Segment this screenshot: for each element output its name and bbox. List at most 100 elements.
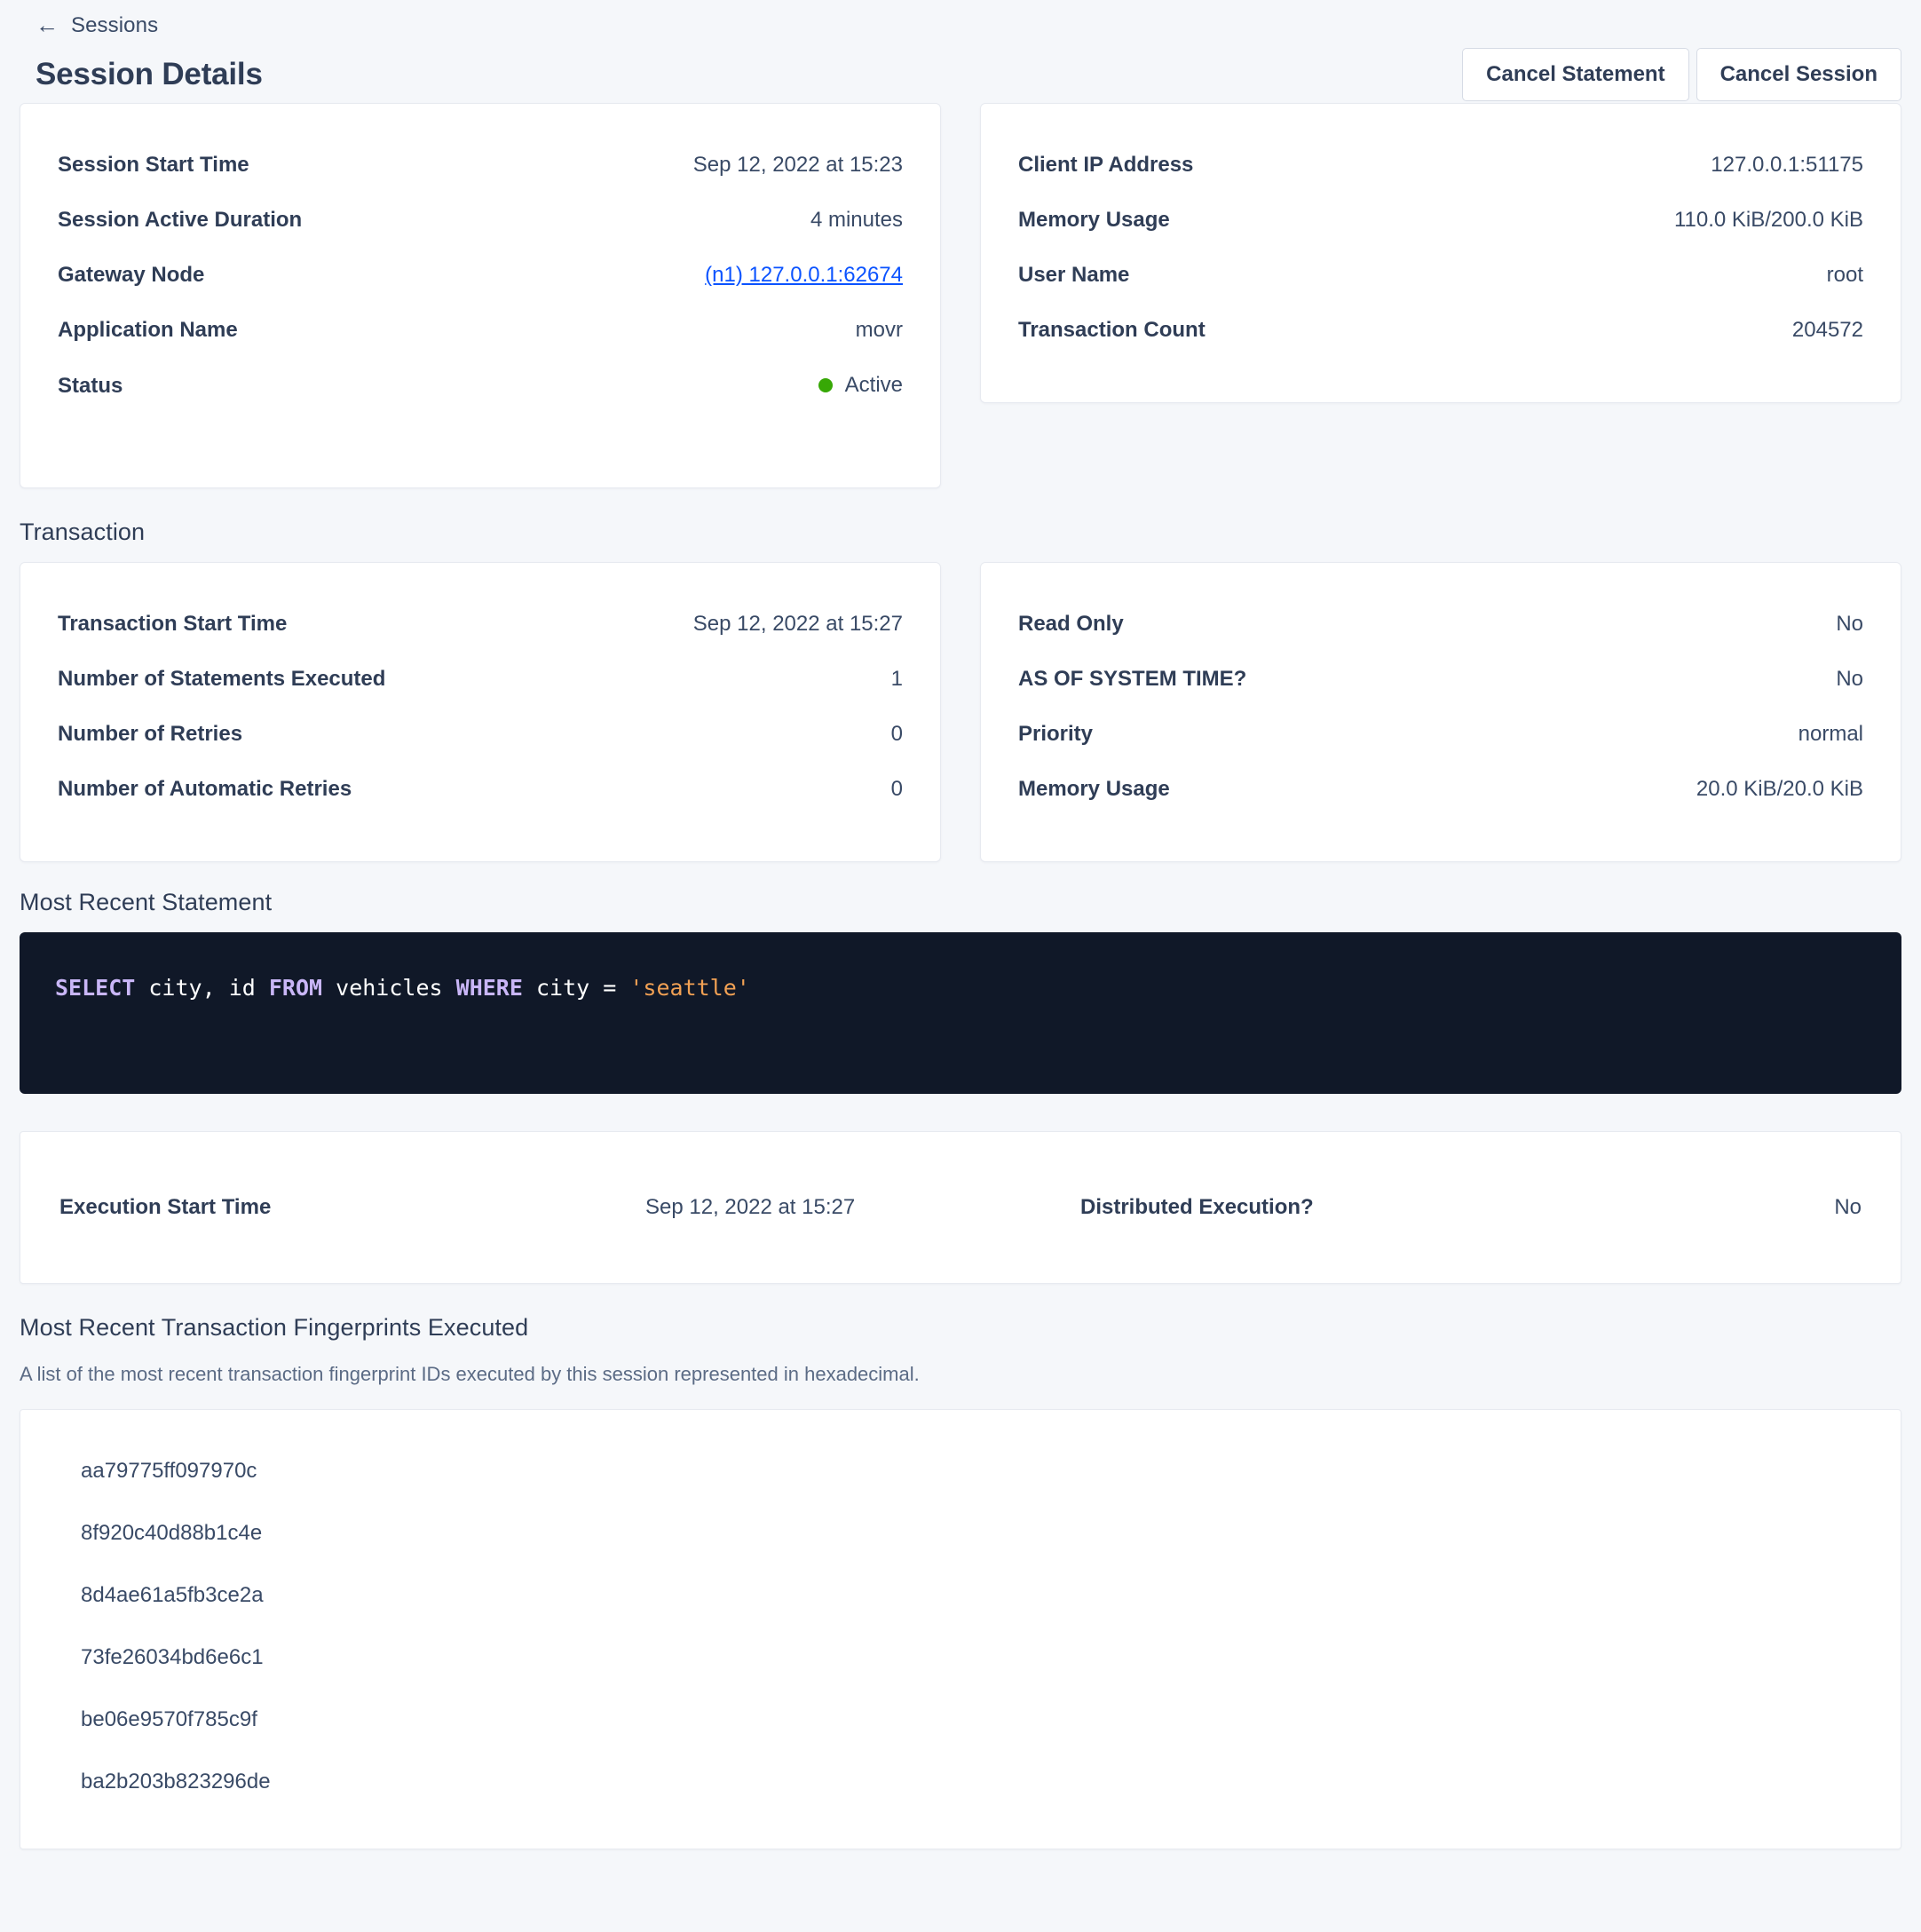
client-ip-address-value: 127.0.0.1:51175 [1711, 153, 1863, 177]
priority-row: Priority normal [1018, 712, 1863, 767]
transaction-row: Transaction Start Time Sep 12, 2022 at 1… [20, 562, 1901, 862]
sql-token-id: vehicles [336, 975, 443, 1001]
as-of-system-time-row: AS OF SYSTEM TIME? No [1018, 657, 1863, 712]
sql-statement-text: SELECT city, id FROM vehicles WHERE city… [55, 975, 750, 1001]
sql-token-id: city, [148, 975, 216, 1001]
user-name-value: root [1826, 263, 1863, 287]
status-value: Active [844, 373, 903, 397]
sql-token-sp [322, 975, 336, 1001]
fingerprint-item[interactable]: 8d4ae61a5fb3ce2a [81, 1583, 264, 1607]
sql-token-sp [616, 975, 629, 1001]
statements-executed-row: Number of Statements Executed 1 [58, 657, 903, 712]
as-of-system-time-label: AS OF SYSTEM TIME? [1018, 667, 1247, 691]
distributed-execution-label-cell: Distributed Execution? [1080, 1195, 1834, 1220]
application-name-label: Application Name [58, 318, 238, 342]
execution-start-time-value: Sep 12, 2022 at 15:27 [645, 1195, 856, 1219]
sql-token-id: city [535, 975, 590, 1001]
statements-executed-value: 1 [890, 667, 903, 691]
read-only-value: No [1836, 612, 1863, 636]
status-badge: Active [818, 373, 903, 398]
breadcrumb-label[interactable]: Sessions [71, 13, 159, 37]
fingerprint-item[interactable]: 8f920c40d88b1c4e [81, 1521, 263, 1545]
breadcrumb[interactable]: ← Sessions [20, 0, 1901, 39]
transaction-start-time-row: Transaction Start Time Sep 12, 2022 at 1… [58, 602, 903, 657]
sql-token-sp [443, 975, 456, 1001]
execution-card: Execution Start Time Sep 12, 2022 at 15:… [20, 1131, 1901, 1284]
transaction-memory-usage-value: 20.0 KiB/20.0 KiB [1696, 777, 1863, 801]
execution-start-time-label: Execution Start Time [59, 1195, 272, 1219]
transaction-memory-usage-row: Memory Usage 20.0 KiB/20.0 KiB [1018, 767, 1863, 822]
cancel-statement-button[interactable]: Cancel Statement [1462, 48, 1689, 101]
client-ip-address-label: Client IP Address [1018, 153, 1194, 177]
transaction-count-value: 204572 [1791, 318, 1863, 342]
execution-start-time-value-cell: Sep 12, 2022 at 15:27 [645, 1195, 1080, 1220]
sql-token-id: id [228, 975, 256, 1001]
transaction-count-row: Transaction Count 204572 [1018, 308, 1863, 363]
session-card-right-col: Client IP Address 127.0.0.1:51175 Memory… [980, 103, 1901, 403]
statement-section-heading: Most Recent Statement [20, 889, 273, 915]
gateway-node-link[interactable]: (n1) 127.0.0.1:62674 [705, 263, 903, 287]
user-name-row: User Name root [1018, 253, 1863, 308]
gateway-node-row: Gateway Node (n1) 127.0.0.1:62674 [58, 253, 903, 308]
automatic-retries-row: Number of Automatic Retries 0 [58, 767, 903, 822]
transaction-count-label: Transaction Count [1018, 318, 1206, 342]
gateway-node-label: Gateway Node [58, 263, 205, 287]
page-header: Session Details Cancel Statement Cancel … [20, 39, 1901, 103]
transaction-card-right-col: Read Only No AS OF SYSTEM TIME? No Prior… [980, 562, 1901, 862]
header-actions: Cancel Statement Cancel Session [1462, 48, 1901, 101]
client-ip-address-row: Client IP Address 127.0.0.1:51175 [1018, 143, 1863, 198]
sql-token-sp [216, 975, 229, 1001]
transaction-start-time-value: Sep 12, 2022 at 15:27 [692, 612, 903, 636]
fingerprints-section-heading: Most Recent Transaction Fingerprints Exe… [20, 1314, 529, 1341]
memory-usage-label: Memory Usage [1018, 208, 1170, 232]
sql-token-sp [589, 975, 603, 1001]
session-overview-row: Session Start Time Sep 12, 2022 at 15:23… [20, 103, 1901, 488]
application-name-value: movr [855, 318, 903, 342]
sql-token-kw: FROM [268, 975, 323, 1001]
arrow-left-icon[interactable]: ← [36, 12, 59, 38]
session-active-duration-value: 4 minutes [810, 208, 903, 232]
transaction-card-left-col: Transaction Start Time Sep 12, 2022 at 1… [20, 562, 941, 862]
execution-start-time-label-cell: Execution Start Time [59, 1195, 645, 1220]
status-dot-icon [818, 378, 833, 392]
session-start-time-row: Session Start Time Sep 12, 2022 at 15:23 [58, 143, 903, 198]
fingerprints-list: aa79775ff097970c 8f920c40d88b1c4e 8d4ae61a… [20, 1409, 1901, 1849]
memory-usage-row: Memory Usage 110.0 KiB/200.0 KiB [1018, 198, 1863, 253]
fingerprint-item[interactable]: aa79775ff097970c [81, 1459, 257, 1483]
session-card-left: Session Start Time Sep 12, 2022 at 15:23… [20, 103, 941, 488]
distributed-execution-label: Distributed Execution? [1080, 1195, 1314, 1219]
transaction-start-time-label: Transaction Start Time [58, 612, 288, 636]
application-name-row: Application Name movr [58, 308, 903, 363]
automatic-retries-value: 0 [890, 777, 903, 801]
fingerprint-item[interactable]: 73fe26034bd6e6c1 [81, 1645, 264, 1669]
distributed-execution-value-cell: No [1834, 1195, 1862, 1220]
status-row: Status Active [58, 363, 903, 418]
transaction-memory-usage-label: Memory Usage [1018, 777, 1170, 801]
statements-executed-label: Number of Statements Executed [58, 667, 386, 691]
sql-token-sp [523, 975, 536, 1001]
as-of-system-time-value: No [1836, 667, 1863, 691]
session-active-duration-row: Session Active Duration 4 minutes [58, 198, 903, 253]
fingerprint-item[interactable]: be06e9570f785c9f [81, 1707, 257, 1731]
read-only-row: Read Only No [1018, 602, 1863, 657]
fingerprints-description: A list of the most recent transaction fi… [20, 1363, 920, 1385]
number-of-retries-label: Number of Retries [58, 722, 243, 746]
status-label: Status [58, 374, 123, 398]
page-title: Session Details [36, 57, 263, 91]
session-start-time-value: Sep 12, 2022 at 15:23 [692, 153, 903, 177]
transaction-card-right: Read Only No AS OF SYSTEM TIME? No Prior… [980, 562, 1901, 862]
number-of-retries-row: Number of Retries 0 [58, 712, 903, 767]
transaction-card-left: Transaction Start Time Sep 12, 2022 at 1… [20, 562, 941, 862]
session-card-right: Client IP Address 127.0.0.1:51175 Memory… [980, 103, 1901, 403]
fingerprint-item[interactable]: ba2b203b823296de [81, 1770, 271, 1793]
memory-usage-value: 110.0 KiB/200.0 KiB [1673, 208, 1863, 232]
read-only-label: Read Only [1018, 612, 1124, 636]
cancel-session-button[interactable]: Cancel Session [1696, 48, 1901, 101]
session-card-left-col: Session Start Time Sep 12, 2022 at 15:23… [20, 103, 941, 488]
session-active-duration-label: Session Active Duration [58, 208, 303, 232]
session-start-time-label: Session Start Time [58, 153, 249, 177]
sql-token-kw: SELECT [55, 975, 136, 1001]
priority-value: normal [1798, 722, 1863, 746]
user-name-label: User Name [1018, 263, 1130, 287]
sql-token-sp [135, 975, 148, 1001]
